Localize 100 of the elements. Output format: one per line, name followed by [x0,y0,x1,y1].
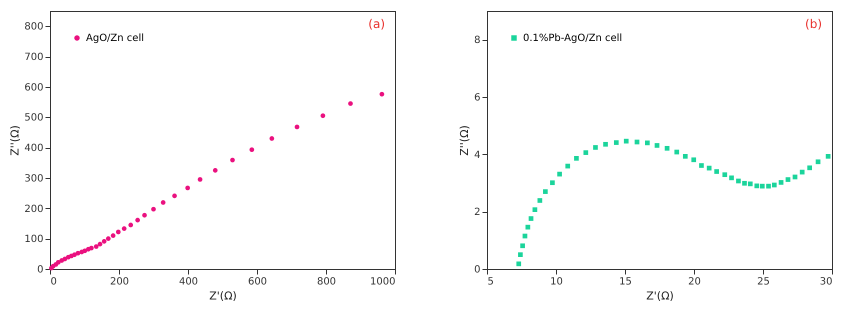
point [110,233,116,238]
point [691,157,696,162]
point [706,166,712,170]
point [116,230,121,234]
point [772,182,777,188]
x-axis-title: Z'(Ω) [209,290,237,302]
point [729,175,734,180]
legend-label: 0.1%Pb-AgO/Zn cell [523,33,622,44]
y-tick-label: 0 [474,264,480,276]
point [674,150,680,154]
point [614,140,619,145]
point [249,147,254,152]
x-tick-label: 600 [248,276,268,288]
point [816,159,820,164]
point [56,260,61,265]
point [380,92,384,97]
x-tick-label: 25 [757,276,770,288]
point [800,170,805,174]
point [160,200,166,205]
x-tick-label: 400 [178,276,198,288]
point [520,243,525,248]
y-tick-label: 6 [474,92,480,104]
point [294,124,300,130]
y-tick-label: 500 [24,112,44,124]
point [748,182,753,186]
point [742,180,747,186]
point [766,184,771,188]
point [682,154,688,159]
point [89,246,94,250]
point [538,198,542,203]
point [122,226,127,231]
x-axis-title: Z'(Ω) [646,290,674,302]
point [778,180,784,185]
point [320,113,326,118]
point [526,224,530,230]
point [664,146,670,151]
y-axis-title: Z''(Ω) [458,125,472,156]
y-tick-label: 100 [24,234,44,246]
point [603,142,608,147]
y-tick-label: 200 [24,204,44,215]
y-axis-title: Z''(Ω) [8,125,22,156]
y-tick-label: 300 [24,173,44,184]
x-tick-label: 20 [688,276,701,288]
x-tick-label: 1000 [370,276,396,288]
point [654,143,660,148]
x-tick-label: 5 [488,276,494,288]
point [76,250,80,256]
x-tick-label: 15 [619,276,632,288]
point [98,242,102,246]
point [516,261,522,266]
point [543,189,548,194]
point [151,206,156,212]
point [62,256,68,262]
point [185,186,190,190]
point [645,140,650,146]
annotation: (a) [368,17,385,31]
point [82,248,88,254]
point [198,177,202,182]
point [714,169,719,174]
point [269,136,274,141]
point [212,168,218,173]
point [792,174,798,180]
y-tick-label: 700 [24,52,44,64]
point [736,178,741,184]
point [172,194,177,198]
point [593,145,598,150]
y-tick-label: 600 [24,82,44,94]
point [699,163,704,168]
point [128,222,134,228]
x-tick-label: 30 [820,276,832,288]
point [522,234,528,238]
point [754,184,760,188]
y-tick-label: 8 [474,35,480,46]
point [135,218,140,222]
point [557,172,562,176]
y-tick-label: 800 [24,22,44,33]
point [807,165,812,170]
point [106,236,111,241]
x-tick-label: 10 [550,276,563,288]
x-tick-label: 0 [50,276,57,288]
point [348,101,353,106]
y-tick-label: 2 [474,207,480,218]
point [760,184,765,188]
y-tick-label: 4 [474,150,480,161]
legend-label: AgO/Zn cell [86,33,144,44]
point [574,156,579,161]
point [518,252,523,258]
point [624,138,629,144]
point [786,177,790,182]
point [94,244,99,249]
y-tick-label: 0 [37,264,44,276]
y-tick-label: 400 [24,143,44,154]
x-tick-label: 200 [110,276,130,288]
point [528,216,534,221]
point [722,172,728,178]
point [634,140,640,144]
point [583,150,588,155]
x-tick-label: 800 [316,276,336,288]
point [550,180,555,186]
annotation: (b) [805,17,822,31]
